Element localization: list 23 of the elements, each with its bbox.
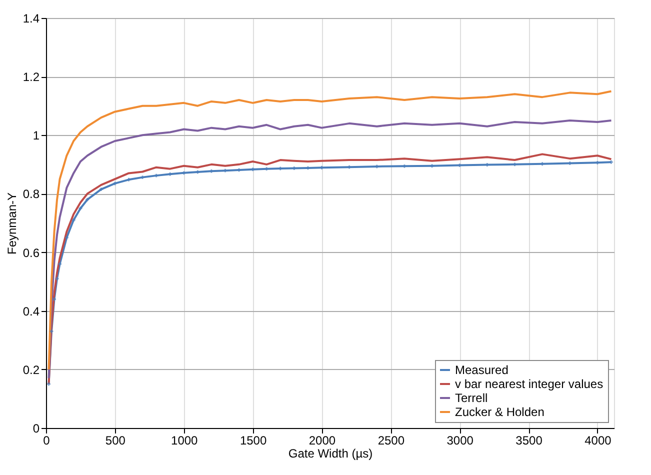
x-tick-label: 2500 (378, 434, 405, 448)
x-tick-label: 4000 (584, 434, 612, 448)
x-tick-label: 1000 (171, 434, 198, 448)
y-tick-label: 0 (32, 422, 40, 436)
x-tick-label: 2000 (308, 434, 336, 448)
y-tick-label: 0.2 (22, 362, 40, 377)
legend-label: Zucker & Holden (455, 405, 544, 419)
y-tick-label: 0.8 (22, 187, 40, 202)
x-tick-label: 500 (105, 434, 126, 448)
x-tick-label: 1500 (240, 434, 267, 448)
y-tick-label: 1.4 (22, 12, 40, 26)
y-tick-label: 0.6 (22, 246, 40, 260)
legend-label: Measured (455, 363, 508, 377)
y-axis-title: Feynman-Y (4, 192, 19, 255)
y-tick-label: 0.4 (22, 304, 40, 318)
x-tick-label: 0 (43, 434, 50, 448)
x-tick-label: 3000 (446, 434, 474, 448)
y-tick-label: 1 (32, 128, 40, 143)
x-tick-label: 3500 (516, 434, 543, 448)
legend-label: v bar nearest integer values (455, 377, 604, 391)
legend-label: Terrell (455, 391, 488, 405)
y-tick-label: 1.2 (22, 70, 40, 84)
x-axis-title: Gate Width (µs) (288, 446, 373, 460)
